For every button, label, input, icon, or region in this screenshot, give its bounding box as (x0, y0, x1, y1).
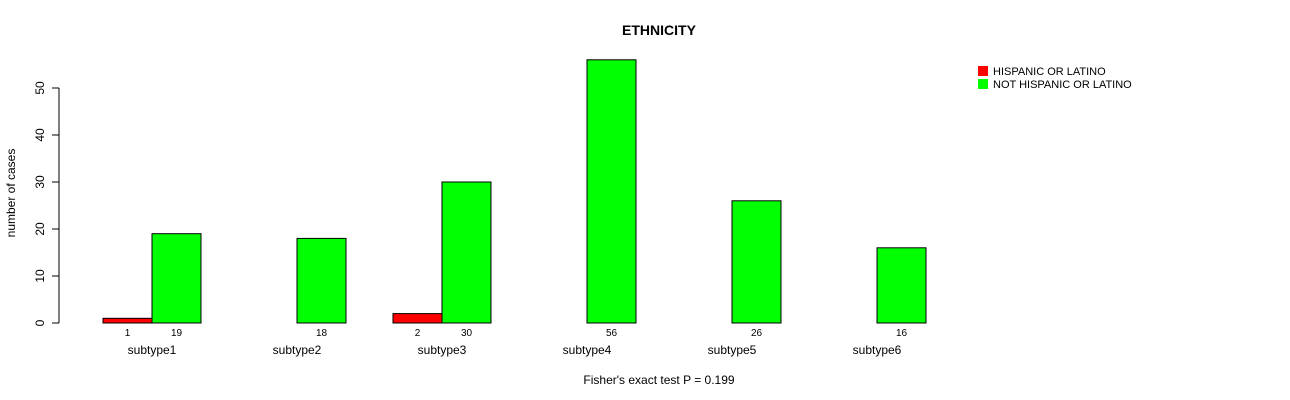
bar-group: 2 30 (392, 181, 492, 339)
bar (586, 59, 637, 324)
bar-value-label: 30 (461, 328, 473, 339)
bar-value-label: 19 (171, 328, 183, 339)
x-axis-label: Fisher's exact test P = 0.199 (583, 373, 734, 387)
bar (876, 247, 927, 324)
legend-item: HISPANIC OR LATINO (978, 66, 1106, 78)
y-tick-label: 0 (33, 319, 47, 326)
bar-group: 56 (586, 59, 637, 339)
category-label: subtype2 (273, 343, 322, 357)
bar (296, 237, 347, 324)
legend-label: HISPANIC OR LATINO (993, 66, 1106, 78)
bar-value-label: 56 (606, 328, 618, 339)
y-tick-label: 10 (33, 269, 47, 283)
y-tick-label: 20 (33, 222, 47, 236)
bar (151, 233, 202, 324)
legend-swatch (978, 79, 988, 89)
category-label: subtype3 (418, 343, 467, 357)
y-axis-label: number of cases (4, 149, 18, 238)
bar (731, 200, 782, 324)
bar (102, 317, 153, 324)
legend-swatch (978, 66, 988, 76)
bar-group: 18 (296, 237, 347, 339)
bar-value-label: 18 (316, 328, 328, 339)
bar (441, 181, 492, 324)
y-tick-label: 50 (33, 81, 47, 95)
bar (392, 313, 443, 324)
bar-group: 1 19 (102, 233, 202, 339)
category-label: subtype1 (128, 343, 177, 357)
bar-value-label: 1 (125, 328, 131, 339)
bar-group: 16 (876, 247, 927, 339)
y-tick-label: 30 (33, 175, 47, 189)
bar-groups: 1 19 18 2 30 56 26 16 (102, 59, 927, 339)
bar-group: 26 (731, 200, 782, 339)
y-tick-label: 40 (33, 128, 47, 142)
category-label: subtype6 (853, 343, 902, 357)
legend-label: NOT HISPANIC OR LATINO (993, 79, 1132, 91)
bar-value-label: 2 (415, 328, 421, 339)
chart-title: ETHNICITY (622, 22, 697, 38)
bar-value-label: 16 (896, 328, 908, 339)
category-label: subtype4 (563, 343, 612, 357)
legend-item: NOT HISPANIC OR LATINO (978, 79, 1132, 91)
category-labels: subtype1 subtype2 subtype3 subtype4 subtype5… (128, 343, 902, 357)
y-axis: 0 10 20 30 40 50 (33, 81, 60, 326)
bar-value-label: 26 (751, 328, 763, 339)
category-label: subtype5 (708, 343, 757, 357)
